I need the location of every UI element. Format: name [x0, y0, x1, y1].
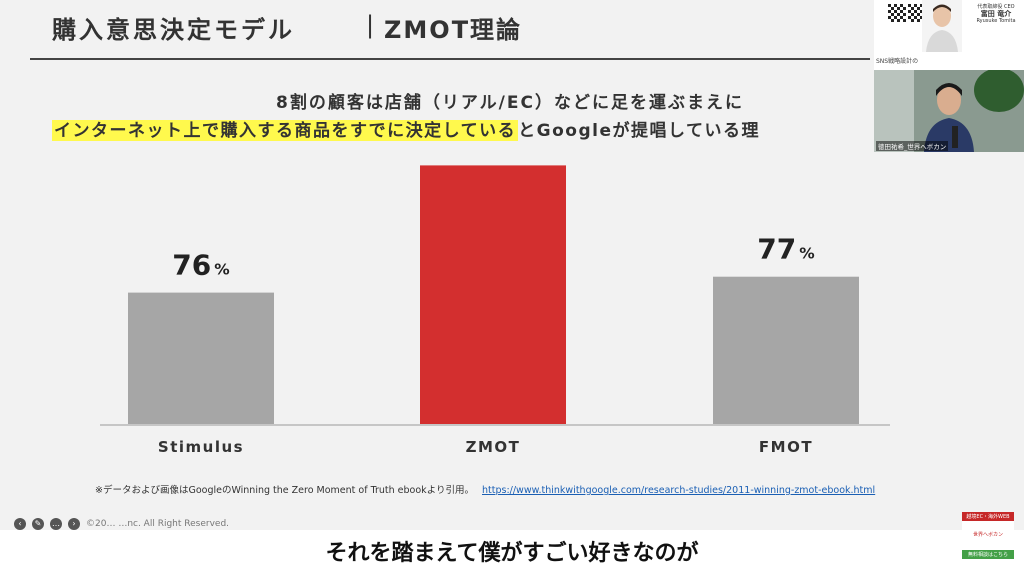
lead-line-2: インターネット上で購入する商品をすでに決定している とGoogleが提唱している理: [52, 116, 872, 141]
source-text: ※データおよび画像はGoogleのWinning the Zero Moment…: [95, 485, 474, 496]
slide-title-bar: 購入意思決定モデル | ZMOT理論: [0, 0, 1024, 62]
badge-line-3: 無料相談はこちら: [962, 550, 1014, 559]
lead-line-1: 8割の顧客は店舗（リアル/EC）などに足を運ぶまえに: [276, 93, 744, 113]
bar-fmot: [713, 276, 859, 424]
camera-label: 徳田祐希_世界へボカン: [876, 141, 949, 151]
consultation-badge[interactable]: 越境EC・海外WEB 世界へボカン 無料相談はこちら: [962, 512, 1014, 576]
presenter-tagline: SNS戦略設計の: [876, 58, 919, 65]
bar-chart: 76% Stimulus 84% ZMOT 77% FMOT: [100, 150, 890, 456]
presenter-card: 代表取締役 CEO 富田 竜介 Ryusuke Tomita SNS戦略設計の: [874, 0, 1024, 70]
category-label-stimulus: Stimulus: [158, 438, 244, 456]
bar-stimulus: [128, 292, 274, 424]
presenter-avatar: [922, 0, 962, 52]
slide-subtitle: ZMOT理論: [384, 16, 523, 44]
qr-code-icon: [888, 4, 906, 22]
slide-footer: ‹ ✎ … › ©20… …nc. All Right Reserved.: [14, 518, 229, 530]
camera-person-image: [874, 70, 1024, 152]
category-label-zmot: ZMOT: [466, 438, 521, 456]
category-label-fmot: FMOT: [759, 438, 813, 456]
more-icon[interactable]: …: [50, 518, 62, 530]
source-note: ※データおよび画像はGoogleのWinning the Zero Moment…: [95, 482, 875, 496]
data-label-stimulus: 76%: [172, 249, 229, 282]
data-label-zmot: 84%: [458, 150, 527, 156]
camera-feed: 徳田祐希_世界へボカン: [874, 70, 1024, 152]
qr-code-icon: [908, 4, 926, 22]
prev-slide-icon[interactable]: ‹: [14, 518, 26, 530]
title-underline: [30, 58, 870, 60]
title-separator: |: [366, 11, 375, 39]
lead-rest: とGoogleが提唱している理: [518, 121, 760, 141]
data-label-fmot: 77%: [757, 233, 814, 266]
next-slide-icon[interactable]: ›: [68, 518, 80, 530]
badge-line-2: 世界へボカン: [972, 532, 1003, 538]
video-subtitle: それを踏まえて僕がすごい好きなのが: [325, 541, 699, 566]
presenter-card-text: 代表取締役 CEO 富田 竜介 Ryusuke Tomita: [976, 4, 1016, 24]
presentation-slide: 購入意思決定モデル | ZMOT理論 8割の顧客は店舗（リアル/EC）などに足を…: [0, 0, 1024, 530]
source-link[interactable]: https://www.thinkwithgoogle.com/research…: [482, 485, 876, 496]
bar-zmot: [420, 165, 566, 424]
badge-line-1: 越境EC・海外WEB: [962, 512, 1014, 521]
slide-title: 購入意思決定モデル: [52, 16, 295, 44]
lead-highlight: インターネット上で購入する商品をすでに決定している: [52, 120, 519, 141]
copyright-text: ©20… …nc. All Right Reserved.: [86, 519, 230, 529]
edit-icon[interactable]: ✎: [32, 518, 44, 530]
